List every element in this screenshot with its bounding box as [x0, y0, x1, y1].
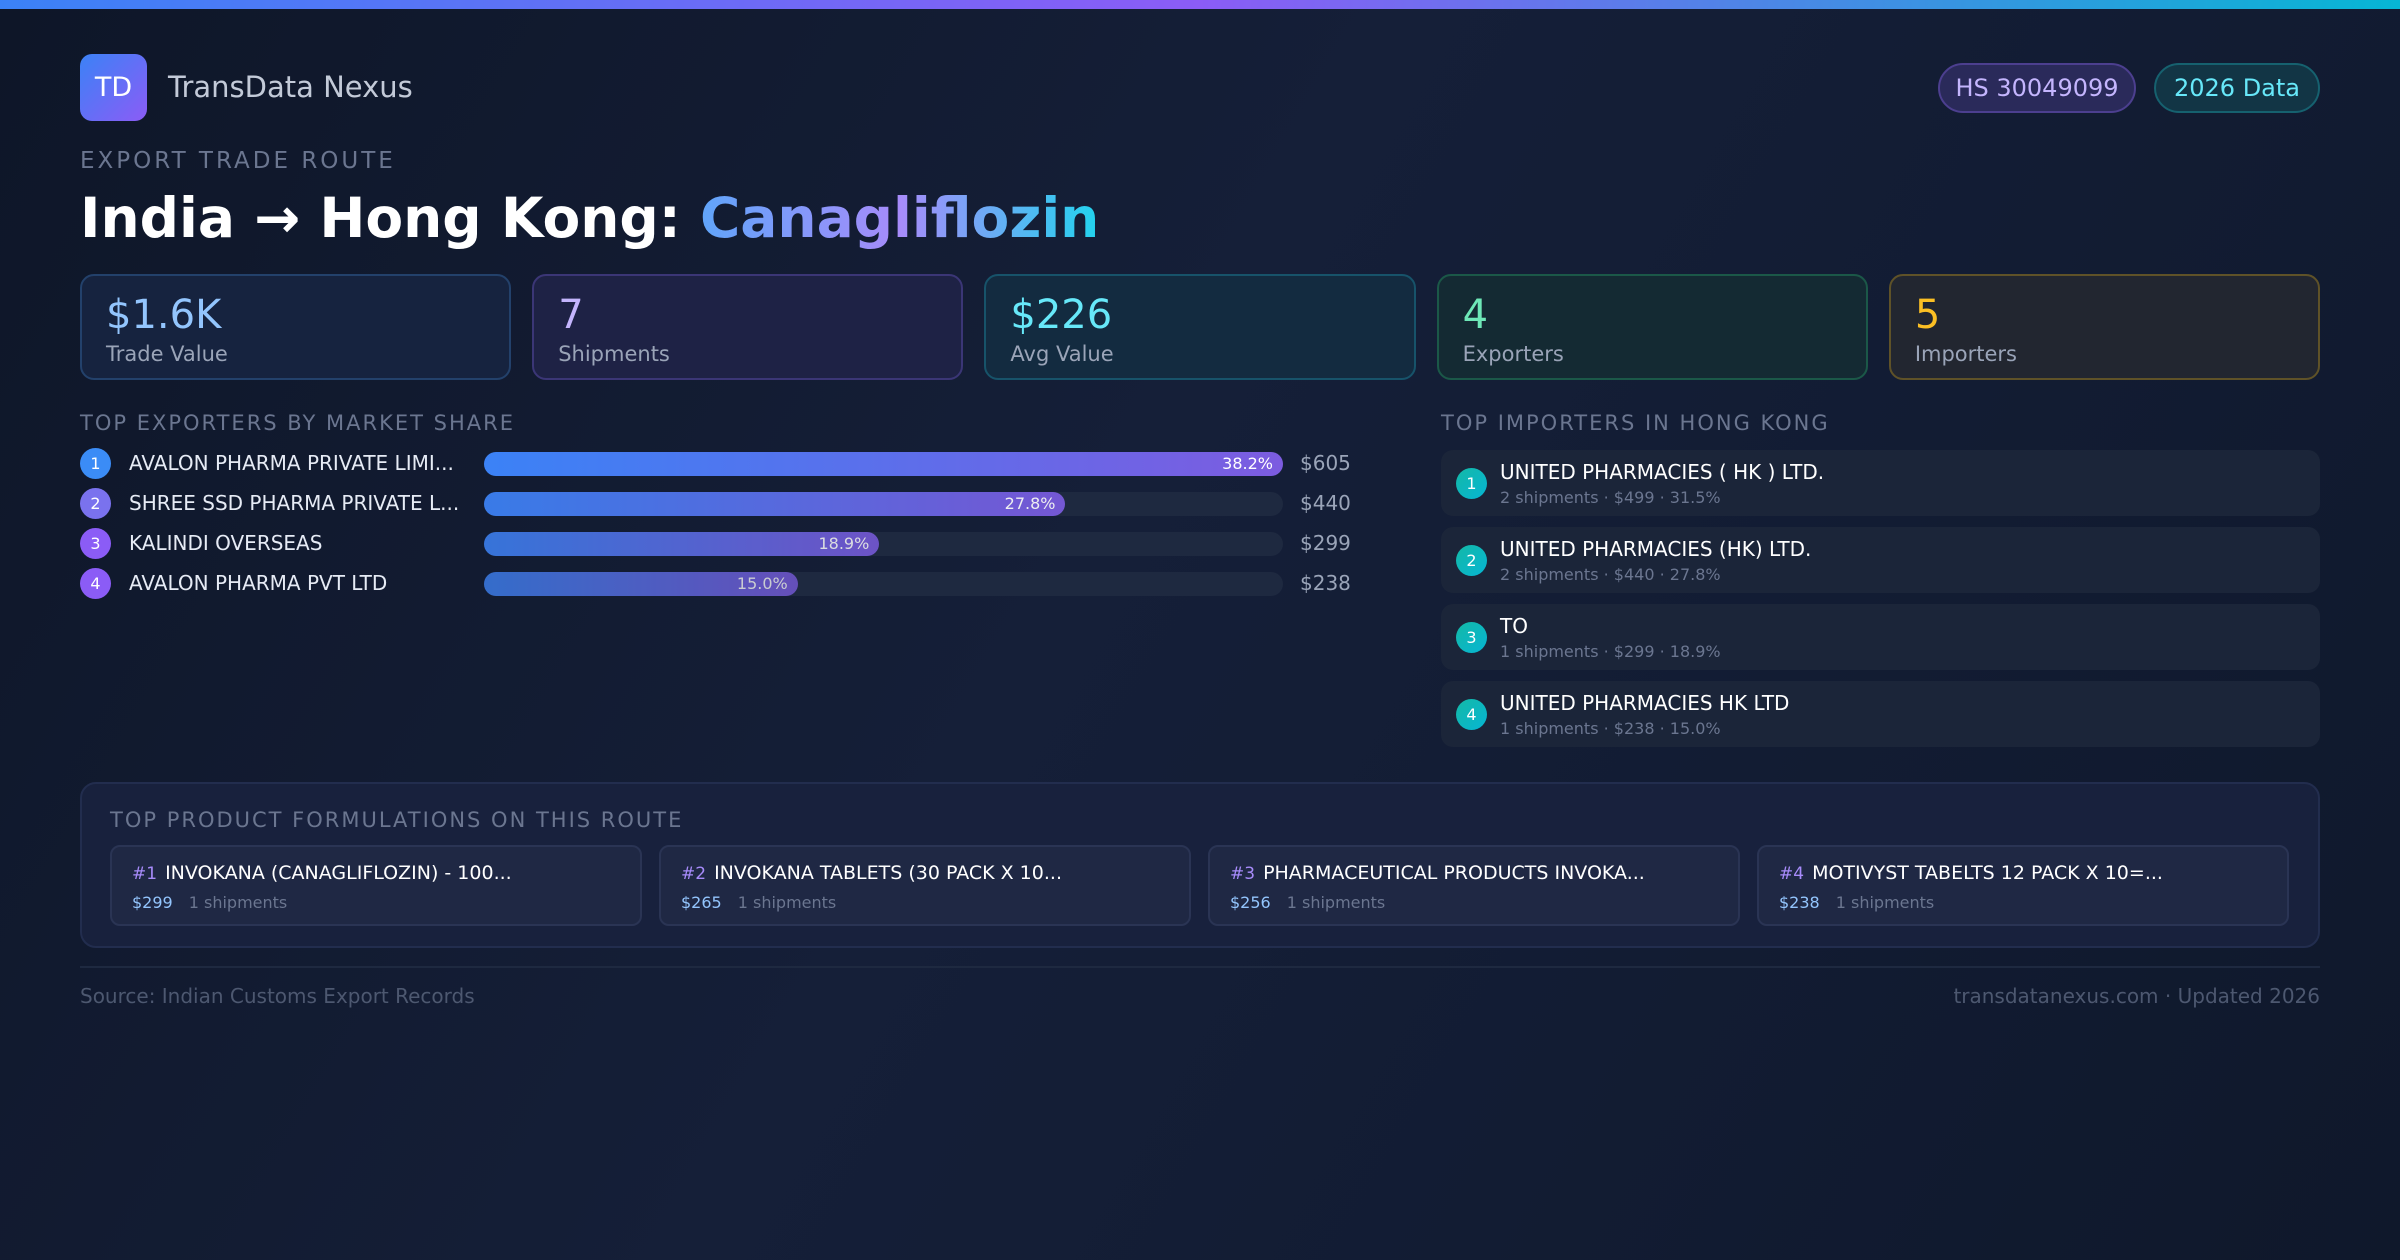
share-bar-track: 27.8% — [484, 492, 1283, 516]
exporter-value: $440 — [1300, 491, 1351, 515]
product-price: $299 — [132, 893, 173, 912]
importer-card[interactable]: 2 UNITED PHARMACIES (HK) LTD. 2 shipments … — [1441, 527, 2320, 593]
brand-name: TransData Nexus — [168, 70, 413, 104]
importer-name: UNITED PHARMACIES ( HK ) LTD. — [1500, 460, 1825, 484]
share-bar-fill: 18.9% — [484, 532, 880, 556]
importer-card[interactable]: 3 TO 1 shipments · $299 · 18.9% — [1441, 604, 2320, 670]
data-year-badge: 2026 Data — [2154, 63, 2320, 113]
importer-details: 1 shipments · $299 · 18.9% — [1500, 642, 1721, 661]
product-card[interactable]: #3 PHARMACEUTICAL PRODUCTS INVOKA... $256 1… — [1208, 845, 1740, 926]
product-name: INVOKANA TABLETS (30 PACK X 10... — [714, 862, 1062, 884]
importer-card[interactable]: 4 UNITED PHARMACIES HK LTD 1 shipments · $… — [1441, 681, 2320, 747]
product-name: Canagliflozin — [699, 186, 1100, 250]
exporter-name: AVALON PHARMA PRIVATE LIMI... — [129, 451, 454, 475]
product-card[interactable]: #4 MOTIVYST TABELTS 12 PACK X 10=... $238 1… — [1757, 845, 2289, 926]
exporter-name: KALINDI OVERSEAS — [129, 531, 323, 555]
products-panel: TOP PRODUCT FORMULATIONS ON THIS ROUTE #… — [80, 782, 2320, 948]
product-shipments: 1 shipments — [737, 893, 837, 912]
footer-site[interactable]: transdatanexus.com · Updated 2026 — [1953, 984, 2320, 1008]
importer-details: 2 shipments · $440 · 27.8% — [1500, 565, 1721, 584]
share-bar-fill: 38.2% — [484, 452, 1283, 476]
product-card[interactable]: #1 INVOKANA (CANAGLIFLOZIN) - 100... $299 1… — [110, 845, 642, 926]
product-rank: #2 — [681, 864, 707, 884]
stats-row: $1.6K Trade Value 7 Shipments $226 Avg Value 4… — [80, 274, 2321, 380]
stat-value: $1.6K — [106, 292, 222, 338]
rank-badge: 2 — [1456, 545, 1487, 576]
share-bar-track: 15.0% — [484, 572, 1283, 596]
exporter-name: SHREE SSD PHARMA PRIVATE L... — [129, 491, 460, 515]
stat-card: 5 Importers — [1888, 274, 2321, 380]
exporter-row[interactable]: 2 SHREE SSD PHARMA PRIVATE L... 27.8% $440 — [80, 488, 1351, 520]
importer-name: TO — [1500, 614, 1528, 638]
stat-card: 7 Shipments — [532, 274, 964, 380]
product-rank: #4 — [1779, 864, 1805, 884]
stat-label: Avg Value — [1010, 342, 1114, 366]
share-bar-fill: 27.8% — [484, 492, 1066, 516]
footer-source: Source: Indian Customs Export Records — [80, 984, 475, 1008]
logo[interactable]: TD — [80, 54, 147, 121]
product-price: $238 — [1779, 893, 1820, 912]
product-name: PHARMACEUTICAL PRODUCTS INVOKA... — [1263, 862, 1645, 884]
share-percent: 15.0% — [736, 574, 788, 593]
stat-value: $226 — [1010, 292, 1113, 338]
stat-label: Importers — [1914, 342, 2018, 366]
product-price: $256 — [1230, 893, 1271, 912]
stat-value: 4 — [1462, 292, 1489, 338]
exporter-name: AVALON PHARMA PVT LTD — [129, 571, 388, 595]
rank-badge: 1 — [1456, 468, 1487, 499]
product-price: $265 — [681, 893, 722, 912]
page-title: India → Hong Kong: Canagliflozin — [80, 186, 1099, 250]
importer-name: UNITED PHARMACIES HK LTD — [1500, 691, 1790, 715]
hs-code-badge: HS 30049099 — [1938, 63, 2136, 113]
rank-badge: 4 — [1456, 699, 1487, 730]
route-text: India → Hong Kong: — [80, 186, 700, 250]
exporter-value: $238 — [1300, 571, 1351, 595]
exporter-row[interactable]: 1 AVALON PHARMA PRIVATE LIMI... 38.2% $605 — [80, 448, 1351, 480]
importer-details: 2 shipments · $499 · 31.5% — [1500, 488, 1721, 507]
product-shipments: 1 shipments — [188, 893, 288, 912]
importers-heading: TOP IMPORTERS IN HONG KONG — [1441, 411, 1830, 435]
exporter-row[interactable]: 4 AVALON PHARMA PVT LTD 15.0% $238 — [80, 568, 1351, 600]
products-heading: TOP PRODUCT FORMULATIONS ON THIS ROUTE — [110, 808, 684, 832]
exporter-row[interactable]: 3 KALINDI OVERSEAS 18.9% $299 — [80, 528, 1351, 560]
product-name: INVOKANA (CANAGLIFLOZIN) - 100... — [165, 862, 512, 884]
product-shipments: 1 shipments — [1835, 893, 1935, 912]
share-percent: 18.9% — [818, 534, 870, 553]
importer-details: 1 shipments · $238 · 15.0% — [1500, 719, 1721, 738]
share-bar-fill: 15.0% — [484, 572, 798, 596]
stat-label: Exporters — [1462, 342, 1564, 366]
product-shipments: 1 shipments — [1286, 893, 1386, 912]
rank-badge: 1 — [80, 448, 111, 479]
exporters-heading: TOP EXPORTERS BY MARKET SHARE — [80, 411, 516, 435]
product-rank: #1 — [132, 864, 158, 884]
exporter-value: $605 — [1300, 451, 1351, 475]
page-eyebrow: EXPORT TRADE ROUTE — [80, 148, 396, 174]
product-name: MOTIVYST TABELTS 12 PACK X 10=... — [1812, 862, 2163, 884]
share-percent: 38.2% — [1222, 454, 1273, 473]
stat-value: 5 — [1914, 292, 1941, 338]
stat-card: 4 Exporters — [1436, 274, 1868, 380]
product-rank: #3 — [1230, 864, 1256, 884]
rank-badge: 3 — [80, 528, 111, 559]
share-bar-track: 38.2% — [484, 452, 1283, 476]
stat-label: Trade Value — [106, 342, 228, 366]
share-bar-track: 18.9% — [484, 532, 1283, 556]
importer-name: UNITED PHARMACIES (HK) LTD. — [1500, 537, 1812, 561]
footer-divider — [80, 966, 2320, 968]
stat-label: Shipments — [558, 342, 670, 366]
rank-badge: 2 — [80, 488, 111, 519]
share-percent: 27.8% — [1004, 494, 1056, 513]
product-card[interactable]: #2 INVOKANA TABLETS (30 PACK X 10... $265 1… — [659, 845, 1191, 926]
stat-value: 7 — [558, 292, 584, 338]
importer-card[interactable]: 1 UNITED PHARMACIES ( HK ) LTD. 2 shipment… — [1441, 450, 2320, 516]
stat-card: $226 Avg Value — [984, 274, 1416, 380]
exporter-value: $299 — [1300, 531, 1351, 555]
rank-badge: 4 — [80, 568, 111, 599]
rank-badge: 3 — [1456, 622, 1487, 653]
stat-card: $1.6K Trade Value — [80, 274, 512, 380]
top-accent-bar — [0, 0, 2400, 9]
